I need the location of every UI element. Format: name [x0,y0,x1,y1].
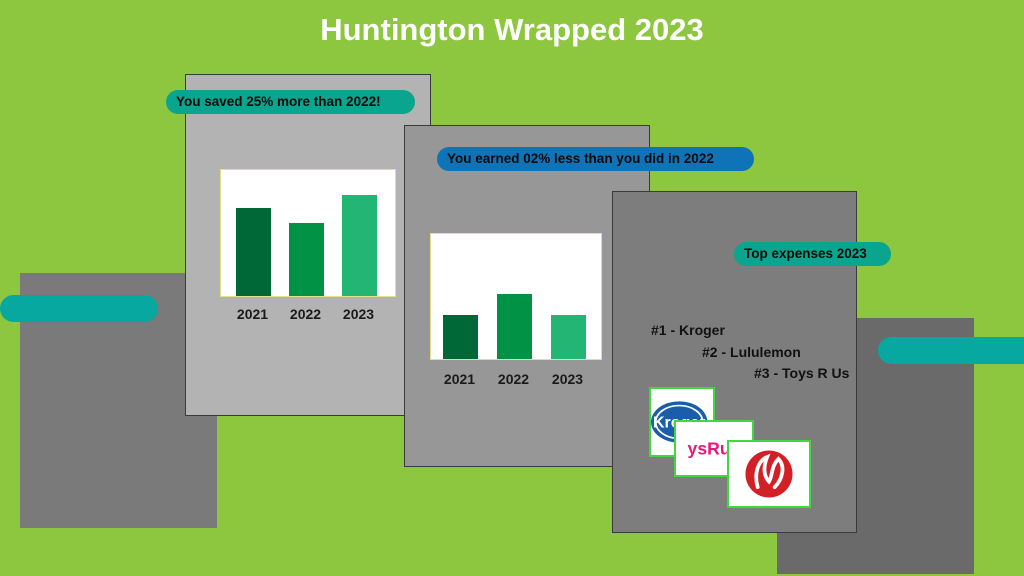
tick-label-2023: 2023 [342,306,375,322]
earnings-headline-pill: You earned 02% less than you did in 2022 [437,147,754,171]
tick-label-2022: 2022 [497,371,530,387]
lululemon-logo-graphic [745,450,793,498]
expenses-headline-pill: Top expenses 2023 [734,242,891,266]
tick-label-2021: 2021 [236,306,269,322]
bar-2021 [443,315,478,359]
earnings-chart-ticks: 2021 2022 2023 [430,371,602,391]
bar-2021 [236,207,271,296]
earnings-chart [430,233,602,360]
tick-label-2022: 2022 [289,306,322,322]
savings-headline-pill: You saved 25% more than 2022! [166,90,415,114]
savings-chart [220,169,396,297]
decorative-bar-right [878,337,1024,364]
expense-item-3: #3 - Toys R Us [754,365,850,381]
bar-2023 [551,315,586,359]
page-title: Huntington Wrapped 2023 [320,12,704,47]
expense-item-2: #2 - Lululemon [702,344,801,360]
bar-2023 [342,195,377,296]
bar-2022 [497,294,532,359]
tick-label-2021: 2021 [443,371,476,387]
expense-item-1: #1 - Kroger [651,322,725,338]
lululemon-logo [727,440,811,508]
savings-chart-ticks: 2021 2022 2023 [220,306,396,326]
bar-2022 [289,222,324,296]
tick-label-2023: 2023 [551,371,584,387]
decorative-bar-left [0,295,158,322]
